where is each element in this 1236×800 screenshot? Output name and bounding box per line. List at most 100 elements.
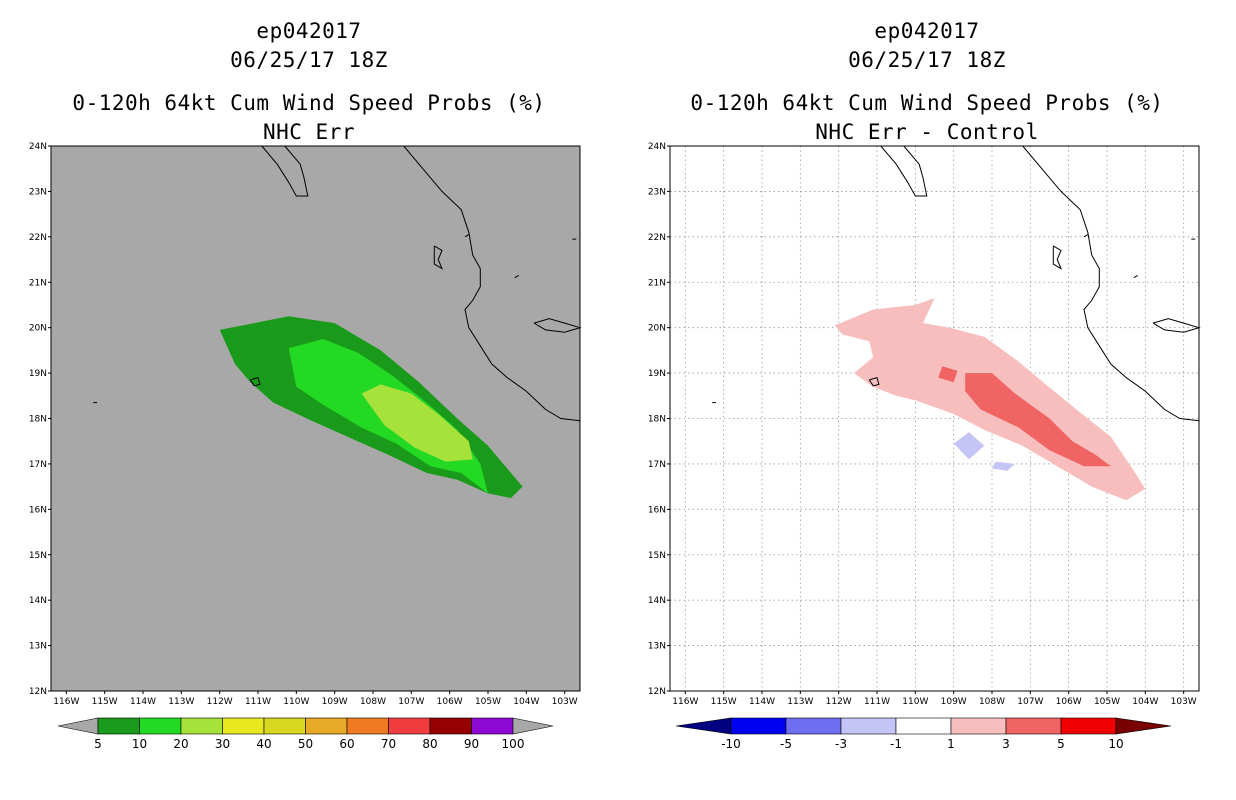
x-tick-label: 108W [979,697,1005,707]
colorbar-box [139,717,182,735]
x-tick-label: 104W [1132,697,1158,707]
colorbar-label: 5 [94,737,102,751]
colorbar-box [429,717,472,735]
x-tick-label: 111W [245,697,271,707]
coastline [514,274,519,279]
colorbar-box [180,717,223,735]
y-tick-label: 17N [29,460,47,470]
colorbar-box [388,717,431,735]
y-tick-label: 16N [648,505,666,515]
y-tick-label: 13N [29,642,47,652]
y-tick-label: 18N [648,415,666,425]
coastline [403,145,581,422]
y-tick-label: 21N [29,278,47,288]
right-title: ep042017 06/25/17 18Z 0-120h 64kt Cum Wi… [647,17,1207,147]
y-tick-label: 20N [29,324,47,334]
colorbar-label: 10 [132,737,147,751]
right-title-product: 0-120h 64kt Cum Wind Speed Probs (%) [690,91,1164,115]
colorbar-label: -1 [890,737,902,751]
x-tick-label: 107W [1017,697,1043,707]
colorbar-box [840,717,897,735]
left-title-storm: ep042017 [256,19,362,43]
right-title-subtitle: NHC Err - Control [815,120,1039,144]
colorbar-label: 20 [173,737,188,751]
colorbar-box [950,717,1007,735]
y-tick-label: 14N [648,596,666,606]
x-tick-label: 111W [864,697,890,707]
y-tick-label: 18N [29,415,47,425]
x-tick-label: 114W [749,697,775,707]
colorbar-label: -3 [835,737,847,751]
map-background [670,146,1199,691]
colorbar-label: -5 [780,737,792,751]
contour-level--1 [992,461,1015,471]
colorbar-box [1060,717,1117,735]
left-chart: 116W 115W 114W 113W 112W 111W 110W 109W 108W 107W… [29,142,582,751]
y-tick-label: 15N [648,551,666,561]
colorbar-low-arrow [675,717,732,735]
colorbar-box [346,717,389,735]
y-tick-label: 24N [648,142,666,152]
coastline [1133,274,1138,279]
y-tick-label: 19N [29,369,47,379]
coastline [433,245,444,270]
colorbar-high-arrow [512,717,554,735]
contour-level-20 [361,384,473,462]
colorbar-label: 60 [339,737,354,751]
coastline [464,234,470,238]
colorbar-box [1005,717,1062,735]
colorbar-box [471,717,514,735]
colorbar-box [730,717,787,735]
x-tick-label: 104W [513,697,539,707]
x-tick-label: 113W [787,697,813,707]
colorbar-label: 5 [1057,737,1065,751]
y-tick-label: 12N [29,687,47,697]
coastline [1052,245,1063,270]
contour-level--1 [953,432,985,460]
y-tick-label: 13N [648,642,666,652]
x-tick-label: 103W [1171,697,1197,707]
colorbar-label: 30 [215,737,230,751]
coastline [880,145,928,197]
x-tick-label: 105W [475,697,501,707]
x-tick-label: 113W [168,697,194,707]
right-chart: 116W 115W 114W 113W 112W 111W 110W 109W 108W 107W… [648,142,1201,751]
colorbar-label: 3 [1002,737,1010,751]
contour-level-3 [938,366,958,383]
colorbar-label: 90 [464,737,479,751]
colorbar-high-arrow [1115,717,1172,735]
x-tick-label: 106W [1056,697,1082,707]
y-tick-label: 14N [29,596,47,606]
x-tick-label: 115W [92,697,118,707]
colorbar: 5 10 20 30 40 50 60 70 80 90 100 [57,717,554,751]
left-title-subtitle: NHC Err [262,120,355,144]
right-title-storm: ep042017 [874,19,980,43]
coastline [249,376,261,387]
x-tick-label: 112W [826,697,852,707]
x-tick-label: 112W [207,697,233,707]
colorbar-label: 70 [381,737,396,751]
x-tick-label: 115W [711,697,737,707]
x-tick-label: 114W [130,697,156,707]
contour-level-3 [965,373,1111,467]
x-tick-label: 108W [360,697,386,707]
left-title-product: 0-120h 64kt Cum Wind Speed Probs (%) [72,91,546,115]
colorbar-box [222,717,265,735]
colorbar-label: 80 [422,737,437,751]
x-tick-label: 109W [941,697,967,707]
left-title-date: 06/25/17 18Z [230,48,388,72]
colorbar-box [305,717,348,735]
colorbar-label: 1 [947,737,955,751]
colorbar-label: 100 [502,737,525,751]
x-tick-label: 103W [552,697,578,707]
x-tick-label: 106W [437,697,463,707]
colorbar-label: 40 [256,737,271,751]
y-tick-label: 22N [29,233,47,243]
right-title-date: 06/25/17 18Z [848,48,1006,72]
colorbar-box [263,717,306,735]
coastline [261,145,309,197]
x-tick-label: 105W [1094,697,1120,707]
colorbar-label: 50 [298,737,313,751]
colorbar-box [97,717,140,735]
